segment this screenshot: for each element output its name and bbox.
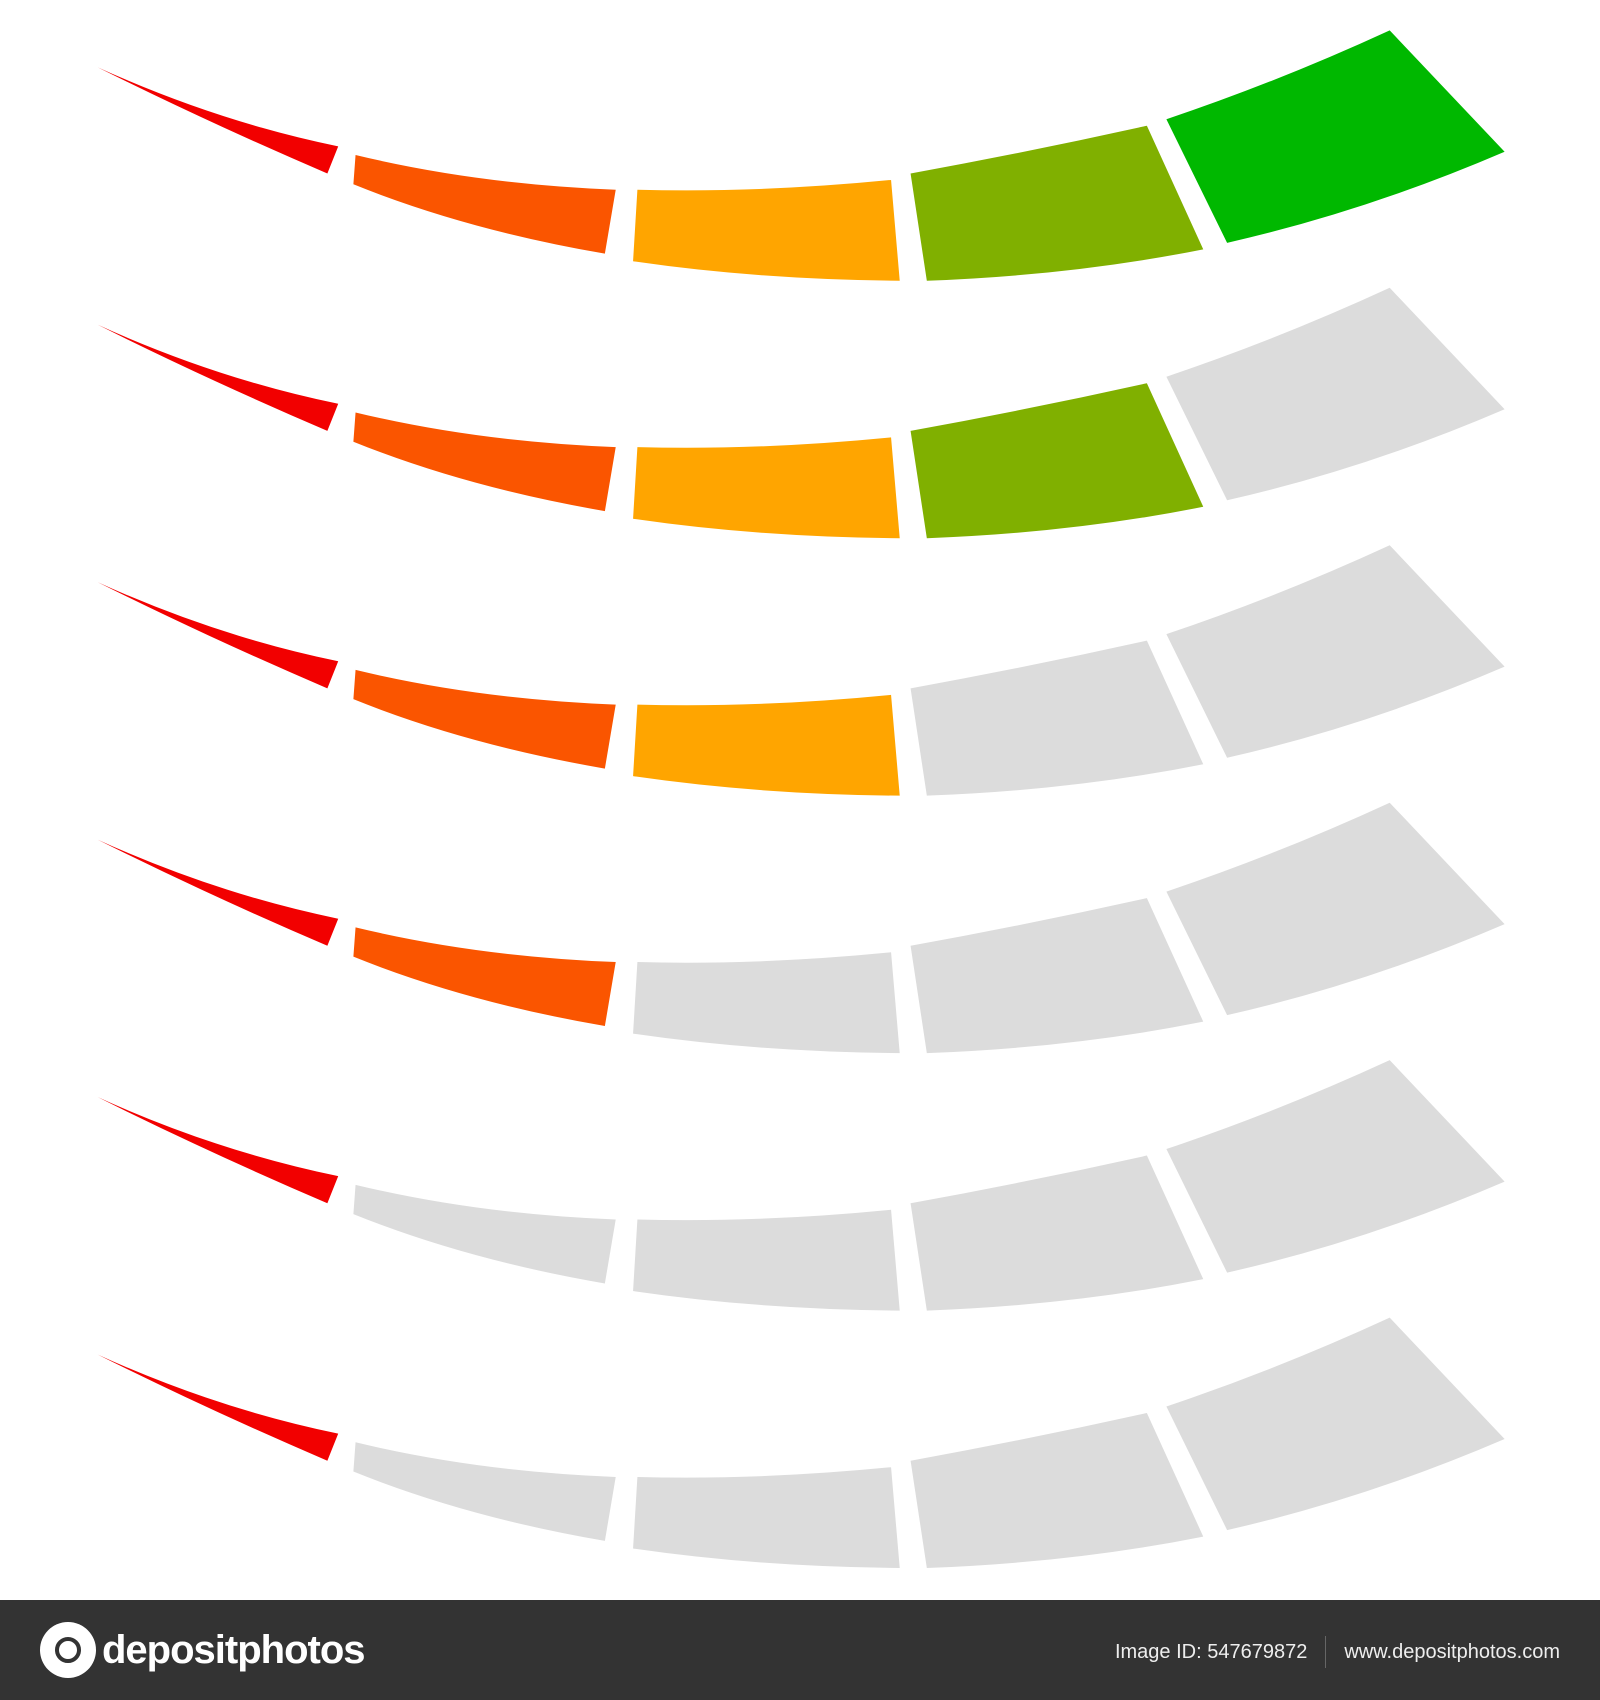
logo-text: depositphotos — [102, 1627, 366, 1672]
gauge-segment-1 — [97, 67, 339, 174]
gauge-segment-1 — [97, 839, 339, 946]
gauge-segment-2 — [353, 927, 616, 1027]
gauge-6 — [97, 1317, 1505, 1569]
gauge-segment-5 — [1166, 30, 1505, 243]
gauge-4 — [97, 802, 1505, 1054]
divider — [1325, 1636, 1327, 1668]
gauge-segment-3 — [633, 179, 900, 281]
gauge-set — [97, 30, 1505, 1569]
gauge-segment-3 — [633, 694, 900, 796]
gauge-segment-4 — [910, 1155, 1204, 1311]
gauge-2 — [97, 287, 1505, 539]
gauge-segment-5 — [1166, 1317, 1505, 1531]
gauge-segment-1 — [97, 1097, 339, 1204]
gauge-segment-2 — [353, 412, 616, 512]
depositphotos-logo: depositphotos — [40, 1622, 366, 1678]
gauge-segment-4 — [910, 1413, 1204, 1569]
gauge-5 — [97, 1060, 1505, 1311]
gauge-segment-5 — [1166, 287, 1505, 501]
gauge-1 — [97, 30, 1505, 281]
gauge-segment-2 — [353, 155, 616, 254]
gauge-segment-2 — [353, 1442, 616, 1541]
gauge-segment-2 — [353, 1184, 616, 1284]
gauge-segment-4 — [910, 125, 1204, 281]
gauge-segment-1 — [97, 582, 339, 689]
image-id: Image ID: 547679872 — [1114, 1640, 1308, 1663]
gauge-segment-3 — [633, 1209, 900, 1311]
gauge-segment-3 — [633, 1467, 900, 1569]
gauge-segment-4 — [910, 640, 1204, 796]
gauge-segment-4 — [910, 383, 1204, 539]
gauge-3 — [97, 545, 1505, 796]
gauge-segment-3 — [633, 437, 900, 539]
camera-icon — [40, 1622, 96, 1678]
gauge-segment-2 — [353, 669, 616, 769]
gauge-segment-5 — [1166, 545, 1505, 758]
gauge-segment-1 — [97, 1354, 339, 1461]
gauge-segment-3 — [633, 952, 900, 1054]
gauge-segment-5 — [1166, 802, 1505, 1016]
footer-bar: depositphotos Image ID: 547679872 www.de… — [0, 1600, 1600, 1700]
gauge-segment-4 — [910, 898, 1204, 1054]
gauge-segment-5 — [1166, 1060, 1505, 1273]
gauge-segment-1 — [97, 324, 339, 431]
website-link[interactable]: www.depositphotos.com — [1344, 1640, 1560, 1663]
